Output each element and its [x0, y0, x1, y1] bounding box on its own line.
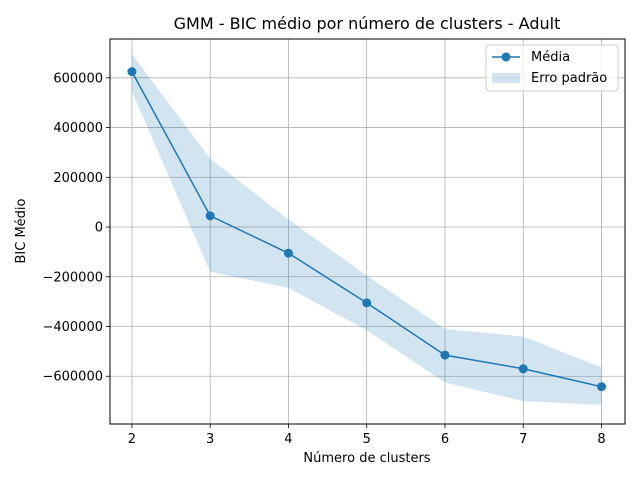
mean-point	[283, 248, 293, 258]
y-tick-label: 400000	[53, 121, 103, 136]
legend-label-erro-padrao: Erro padrão	[531, 71, 607, 86]
y-tick-label: −200000	[42, 270, 103, 285]
mean-point	[440, 350, 450, 360]
std-error-band	[131, 54, 602, 405]
x-tick-label: 6	[441, 432, 449, 447]
x-tick-label: 2	[128, 432, 136, 447]
y-tick-label: −400000	[42, 320, 103, 335]
x-tick-label: 3	[206, 432, 214, 447]
x-tick-label: 7	[519, 432, 527, 447]
legend-label-media: Média	[531, 50, 570, 65]
legend-marker-swatch	[501, 52, 511, 62]
x-tick-label: 8	[597, 432, 605, 447]
line-layer	[127, 67, 607, 392]
mean-point	[205, 211, 215, 221]
y-tick-label: 600000	[53, 71, 103, 86]
plot-frame	[109, 38, 626, 425]
mean-point	[127, 67, 137, 77]
y-tick-label: 0	[95, 221, 103, 236]
mean-point	[362, 298, 372, 308]
chart-title: GMM - BIC médio por número de clusters -…	[174, 14, 561, 33]
tick-layer: 2 3 4 5 6 7 8 −600000 −400000 −200000 0 200000 40000…	[42, 71, 605, 447]
x-axis-label: Número de clusters	[303, 451, 430, 466]
legend-band-swatch	[492, 73, 520, 83]
mean-point	[597, 382, 607, 392]
mean-point	[518, 364, 528, 374]
legend: Média Erro padrão	[485, 44, 619, 92]
y-tick-label: 200000	[53, 171, 103, 186]
x-tick-label: 4	[284, 432, 292, 447]
x-tick-label: 5	[363, 432, 371, 447]
y-axis-label: BIC Médio	[14, 198, 29, 263]
band-layer	[131, 54, 602, 405]
y-tick-label: −600000	[42, 370, 103, 385]
grid-layer	[110, 39, 625, 424]
